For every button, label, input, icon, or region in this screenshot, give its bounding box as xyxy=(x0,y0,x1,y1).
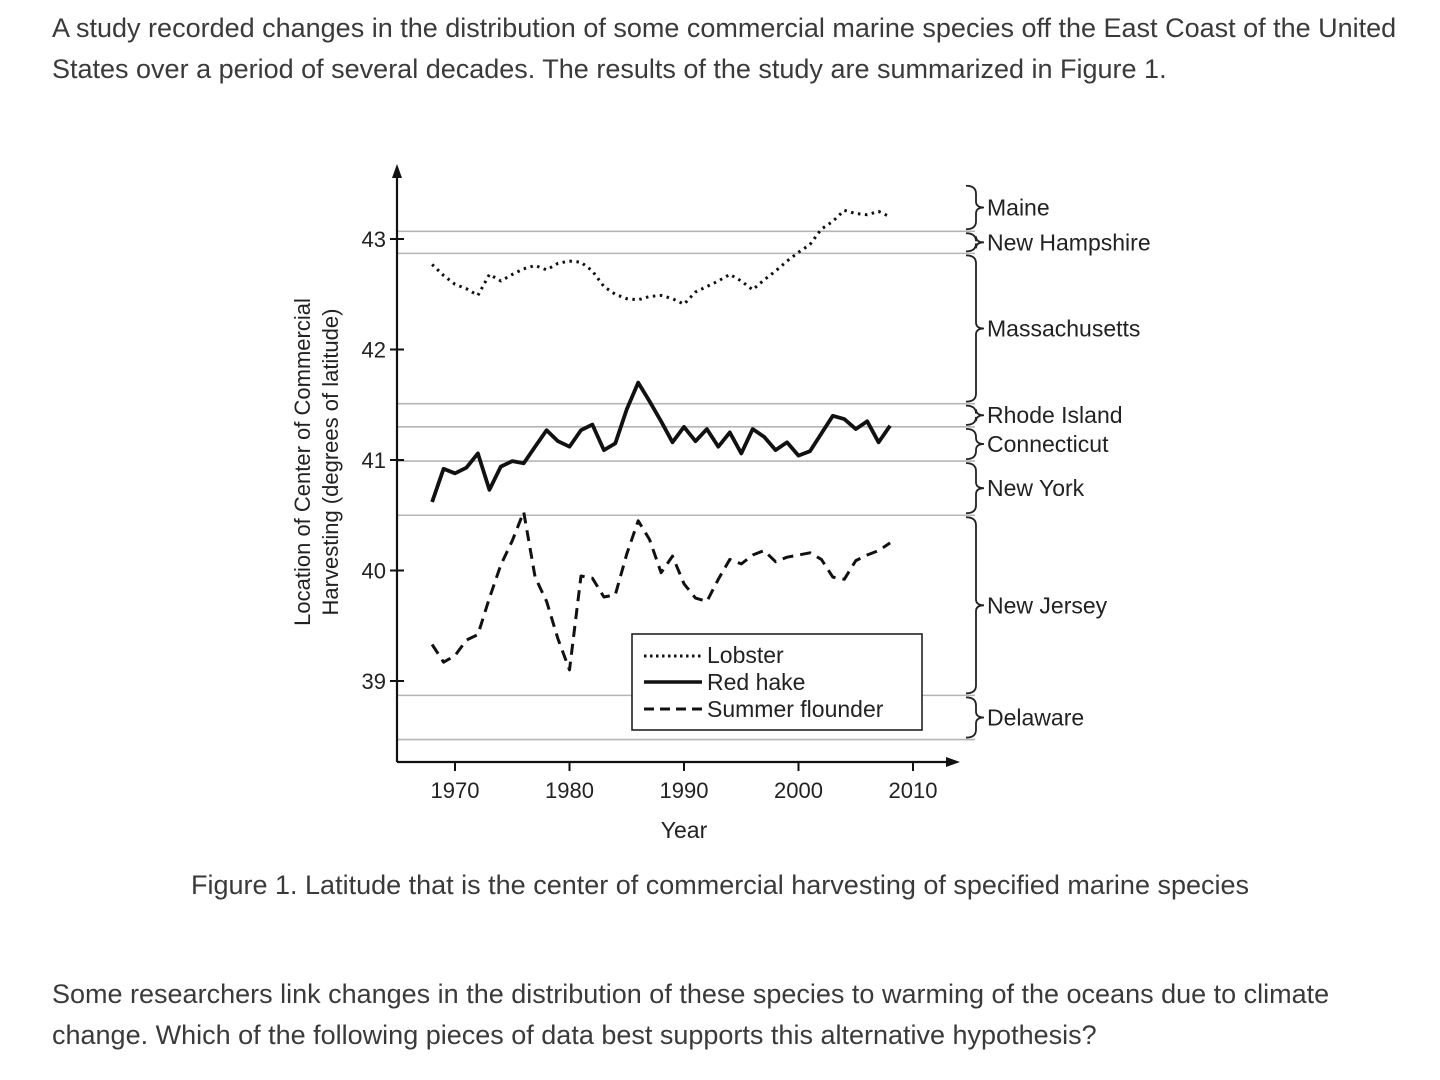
state-brace xyxy=(965,696,985,739)
state-label: Delaware xyxy=(987,704,1084,730)
y-tick-label: 40 xyxy=(362,559,386,584)
state-label: New York xyxy=(987,475,1085,501)
y-axis-label-line2: Harvesting (degrees of latitude) xyxy=(318,309,343,616)
y-tick-label: 42 xyxy=(362,338,386,363)
state-label: Connecticut xyxy=(987,431,1109,457)
state-label: New Jersey xyxy=(987,592,1108,618)
state-brace xyxy=(965,254,985,403)
state-labels: Maine New Hampshire Massachusetts Rhode Isl… xyxy=(965,184,1151,739)
legend-label-red-hake: Red hake xyxy=(707,669,805,695)
series-line-summer-flounder xyxy=(430,510,891,672)
x-tick-label: 1980 xyxy=(545,778,594,803)
legend-label-summer-flounder: Summer flounder xyxy=(707,696,884,722)
x-tick-label: 2000 xyxy=(774,778,823,803)
series-line-lobster xyxy=(431,208,891,306)
state-brace xyxy=(965,232,985,253)
y-tick-label: 43 xyxy=(362,227,386,252)
figure-caption: Figure 1. Latitude that is the center of… xyxy=(190,870,1250,900)
state-label: Massachusetts xyxy=(987,316,1140,342)
x-tick-label: 1970 xyxy=(431,778,480,803)
x-tick-label: 2010 xyxy=(889,778,938,803)
chart-axes: 39 40 41 42 43 1970 1980 1990 2000 2010 xyxy=(362,164,960,803)
chart-series xyxy=(430,208,892,672)
x-axis-arrowhead xyxy=(946,757,960,767)
x-axis-label: Year xyxy=(661,817,708,843)
state-brace xyxy=(965,462,985,515)
intro-paragraph: A study recorded changes in the distribu… xyxy=(52,13,1397,84)
state-brace xyxy=(965,404,985,426)
state-label: Rhode Island xyxy=(987,402,1123,428)
y-tick-label: 39 xyxy=(362,669,386,694)
state-brace xyxy=(965,184,985,231)
y-axis-arrowhead xyxy=(392,164,402,178)
y-axis-label-line1: Location of Center of Commercial xyxy=(290,298,315,626)
question-paragraph: Some researchers link changes in the dis… xyxy=(52,979,1330,1050)
legend-label-lobster: Lobster xyxy=(707,642,784,668)
legend: Lobster Red hake Summer flounder xyxy=(631,633,923,731)
series-line-red-hake xyxy=(430,380,892,503)
state-brace xyxy=(965,427,985,461)
state-label: New Hampshire xyxy=(987,229,1151,255)
state-brace xyxy=(965,516,985,695)
state-label: Maine xyxy=(987,195,1050,221)
y-tick-label: 41 xyxy=(362,448,386,473)
x-tick-label: 1990 xyxy=(660,778,709,803)
